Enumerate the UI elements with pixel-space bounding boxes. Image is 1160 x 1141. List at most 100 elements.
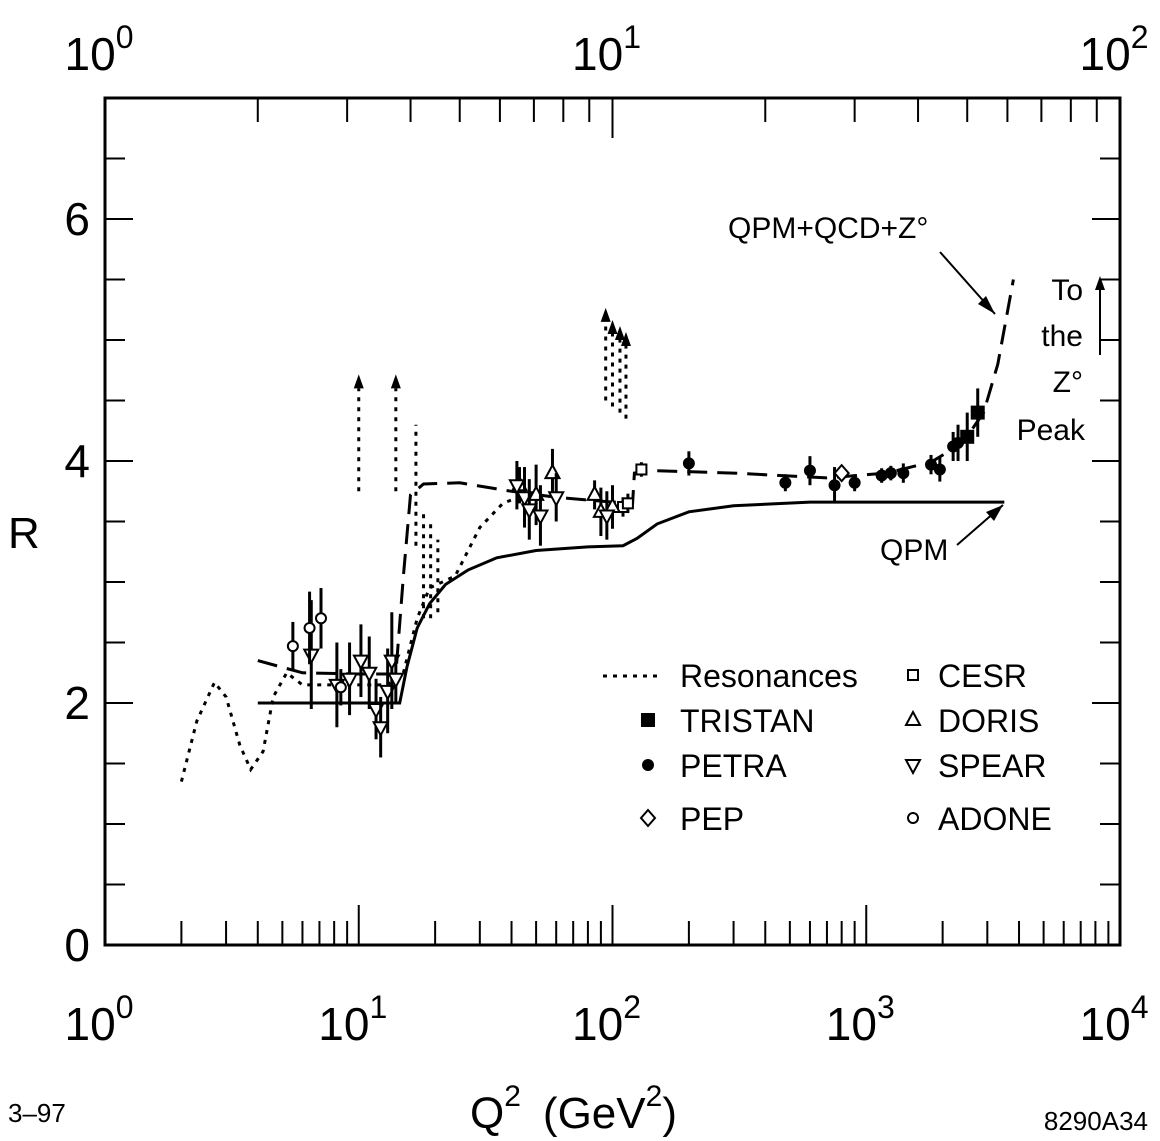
resonance-spike-arrow	[614, 326, 625, 340]
legend-marker-spear	[904, 759, 922, 776]
data-point-petra	[828, 479, 841, 492]
qcd-curve	[257, 279, 1015, 676]
x-tick-label-exp: 3	[877, 989, 895, 1025]
x-axis-label-unit-close: )	[662, 1089, 677, 1138]
data-point-adone	[286, 640, 299, 653]
x-axis-label-unit: (GeV	[543, 1089, 646, 1138]
x-tick-label-base: 10	[1080, 998, 1131, 1050]
resonance-spikes	[353, 307, 631, 619]
data-point-doris	[585, 484, 604, 501]
x-axis-label-q: Q	[470, 1089, 504, 1138]
data-point-cesr	[621, 497, 634, 510]
data-point-petra	[803, 464, 816, 477]
x-tick-label-base: 10	[572, 998, 623, 1050]
figure-code-left: 3–97	[8, 1098, 66, 1128]
resonance-spike-arrow	[390, 374, 401, 389]
top-tick-label-exp: 1	[623, 19, 641, 55]
data-point-pep	[833, 463, 850, 483]
data-point-spear	[340, 672, 359, 689]
data-point-cesr	[635, 463, 648, 476]
resonances-curve	[179, 493, 526, 782]
x-tick-label: 104	[1080, 989, 1149, 1050]
y-tick-label: 2	[64, 677, 90, 729]
y-axis-label: R	[8, 509, 40, 558]
x-tick-label-base: 10	[826, 998, 877, 1050]
data-point-petra	[848, 476, 861, 489]
x-tick-label-exp: 0	[116, 989, 134, 1025]
x-tick-label: 103	[826, 989, 895, 1050]
z-peak-line-1: To	[1051, 274, 1083, 307]
data-points	[286, 388, 985, 758]
top-x-tick-label: 101	[572, 19, 641, 80]
x-axis-label: Q2 (GeV2)	[470, 1080, 677, 1138]
x-axis-label-unit-sup: 2	[646, 1080, 663, 1113]
data-point-petra	[884, 467, 897, 480]
data-point-adone	[334, 681, 347, 694]
y-tick-label: 4	[64, 435, 90, 487]
data-point-petra	[933, 463, 946, 476]
data-point-spear	[352, 654, 370, 671]
data-point-spear	[360, 666, 378, 683]
annotation-qpm-arrowhead	[986, 505, 1003, 521]
y-tick-label: 0	[64, 919, 90, 971]
data-point-spear	[387, 672, 405, 689]
x-tick-label: 101	[318, 989, 387, 1050]
legend-label-spear: SPEAR	[938, 748, 1046, 784]
legend-label-petra: PETRA	[680, 748, 787, 784]
data-point-tristan	[960, 429, 975, 444]
x-tick-label-exp: 1	[369, 989, 387, 1025]
legend: Resonances TRISTAN PETRA PEP CESR DORIS SPEAR A…	[603, 658, 1052, 837]
x-tick-label-exp: 4	[1131, 989, 1149, 1025]
data-point-petra	[925, 458, 938, 471]
top-tick-label-base: 10	[1080, 28, 1131, 80]
legend-marker-pep	[639, 808, 657, 828]
data-point-petra	[952, 436, 965, 449]
resonance-spike-arrow	[607, 319, 618, 334]
data-point-tristan	[970, 405, 985, 420]
top-tick-label-exp: 2	[1131, 19, 1149, 55]
annotation-qpm-curve: QPM	[880, 534, 948, 567]
top-x-tick-label: 100	[65, 19, 134, 80]
top-x-tick-label: 102	[1080, 19, 1149, 80]
x-tick-label-base: 10	[318, 998, 369, 1050]
x-tick-label-exp: 2	[623, 989, 641, 1025]
legend-marker-adone	[907, 812, 919, 824]
resonance-spike-arrow	[620, 332, 631, 347]
data-point-adone	[303, 621, 316, 634]
data-point-spear	[302, 648, 320, 665]
x-axis-label-sup: 2	[504, 1080, 521, 1113]
annotation-qcd-arrowhead	[978, 296, 995, 314]
legend-label-cesr: CESR	[938, 658, 1027, 694]
data-point-adone	[315, 612, 328, 625]
top-tick-label-base: 10	[572, 28, 623, 80]
annotation-z-peak: To the Z° Peak	[1017, 274, 1105, 447]
z-peak-line-3: Z°	[1053, 366, 1083, 399]
model-curves	[179, 279, 1015, 782]
legend-marker-petra	[642, 759, 654, 771]
data-point-spear	[598, 509, 616, 526]
x-tick-label: 100	[65, 989, 134, 1050]
data-point-petra	[779, 476, 792, 489]
annotation-qcd-curve: QPM+QCD+Z°	[728, 212, 928, 245]
top-tick-label-base: 10	[65, 28, 116, 80]
legend-label-doris: DORIS	[938, 703, 1039, 739]
data-point-petra	[682, 457, 695, 470]
resonance-spike-arrow	[600, 307, 611, 322]
x-tick-label: 102	[572, 989, 641, 1050]
legend-marker-doris	[904, 709, 922, 726]
data-point-spear	[531, 509, 550, 526]
legend-marker-tristan	[641, 713, 655, 727]
axis-ticks	[105, 98, 1120, 945]
x-tick-label-base: 10	[65, 998, 116, 1050]
data-point-spear	[371, 721, 390, 738]
z-peak-line-2: the	[1041, 320, 1083, 353]
z-peak-line-4: Peak	[1017, 414, 1086, 447]
legend-label-pep: PEP	[680, 801, 744, 837]
resonance-spike-arrow	[353, 374, 364, 389]
y-tick-label: 6	[64, 193, 90, 245]
top-tick-label-exp: 0	[116, 19, 134, 55]
legend-label-resonances: Resonances	[680, 658, 858, 694]
z-peak-arrowhead	[1095, 276, 1105, 290]
